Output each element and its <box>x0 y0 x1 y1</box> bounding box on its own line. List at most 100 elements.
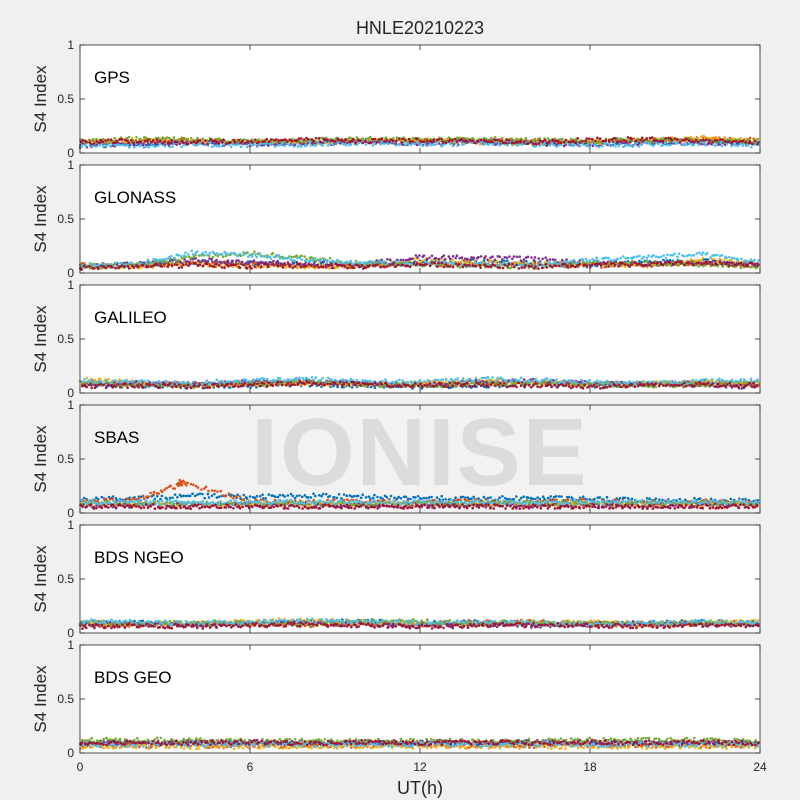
data-point <box>150 140 153 144</box>
data-point <box>349 143 353 146</box>
data-point <box>504 141 507 145</box>
data-point <box>102 137 105 141</box>
data-point <box>170 264 174 267</box>
data-point <box>588 137 591 140</box>
data-point <box>293 265 297 268</box>
data-point <box>591 258 594 261</box>
data-point <box>250 255 254 258</box>
data-point <box>307 260 311 263</box>
data-point <box>597 145 601 149</box>
data-point <box>473 141 476 145</box>
data-point <box>254 138 257 142</box>
data-point <box>640 136 644 140</box>
data-point <box>664 137 667 140</box>
data-point <box>229 145 233 149</box>
data-point <box>507 139 511 142</box>
data-point <box>337 139 341 142</box>
data-point <box>209 138 212 141</box>
data-point <box>699 259 702 262</box>
data-point <box>715 143 719 146</box>
data-point <box>244 141 247 145</box>
data-point <box>323 140 327 144</box>
data-point <box>198 139 202 142</box>
data-point <box>756 262 759 265</box>
data-point <box>526 255 530 259</box>
data-point <box>328 256 332 260</box>
data-point <box>518 255 521 258</box>
data-point <box>617 144 621 148</box>
data-point <box>380 140 383 144</box>
data-point <box>368 264 372 267</box>
data-point <box>143 139 146 143</box>
data-point <box>546 258 549 262</box>
data-point <box>688 142 691 145</box>
data-point <box>304 259 308 263</box>
data-point <box>85 265 88 269</box>
data-point <box>184 263 188 266</box>
data-point <box>373 137 377 141</box>
data-point <box>707 136 710 140</box>
data-point <box>690 140 694 143</box>
data-point <box>437 257 441 261</box>
data-point <box>237 138 241 142</box>
data-point <box>209 141 212 145</box>
data-point <box>692 140 696 144</box>
data-point <box>695 259 698 263</box>
data-point <box>208 251 212 255</box>
data-point <box>305 136 308 140</box>
data-point <box>661 139 665 143</box>
y-tick-label: 0.5 <box>57 212 74 226</box>
data-point <box>683 263 686 267</box>
data-point <box>461 265 465 269</box>
data-point <box>215 263 218 266</box>
data-point <box>304 264 308 268</box>
data-point <box>102 145 105 148</box>
data-point <box>715 263 719 266</box>
data-point <box>254 253 257 256</box>
data-point <box>282 257 285 261</box>
data-point <box>94 145 98 148</box>
data-point <box>144 145 147 148</box>
data-point <box>295 254 299 257</box>
data-point <box>407 140 410 143</box>
data-point <box>742 141 745 145</box>
data-point <box>364 143 368 146</box>
data-point <box>678 140 682 144</box>
data-point <box>517 141 520 144</box>
data-point <box>348 263 352 267</box>
data-point <box>642 139 646 142</box>
data-point <box>498 266 502 270</box>
data-point <box>324 266 328 269</box>
data-point <box>486 140 490 143</box>
data-point <box>182 141 185 145</box>
data-point <box>650 136 654 139</box>
data-point <box>701 256 705 260</box>
data-point <box>628 265 631 268</box>
data-point <box>471 139 474 142</box>
data-point <box>201 264 205 268</box>
data-point <box>440 261 444 265</box>
data-point <box>572 259 575 262</box>
data-point <box>628 140 631 144</box>
data-point <box>379 143 383 146</box>
data-point <box>482 143 486 146</box>
data-point <box>563 262 567 266</box>
data-point <box>629 144 632 147</box>
data-point <box>326 261 329 264</box>
data-point <box>120 264 124 268</box>
data-point <box>537 267 540 270</box>
data-point <box>639 138 642 142</box>
data-point <box>444 141 448 144</box>
data-point <box>204 250 208 254</box>
data-point <box>479 266 482 269</box>
data-point <box>430 261 434 264</box>
data-point <box>675 260 679 264</box>
data-point <box>649 143 652 146</box>
data-point <box>553 260 556 263</box>
data-point <box>344 143 348 147</box>
data-point <box>557 141 560 144</box>
data-point <box>397 263 400 267</box>
data-point <box>115 139 119 143</box>
data-point <box>532 142 535 146</box>
data-point <box>285 140 289 143</box>
